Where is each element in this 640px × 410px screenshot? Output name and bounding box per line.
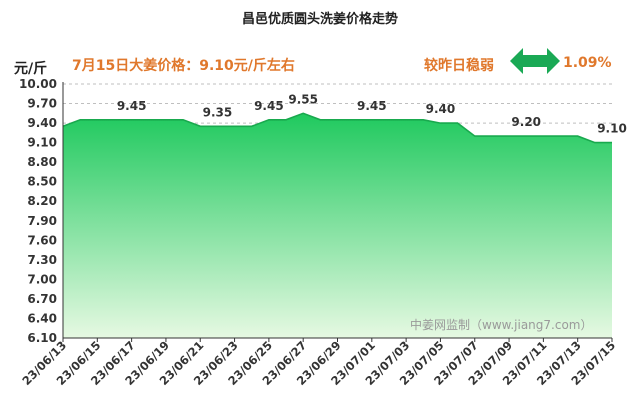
data-label: 9.35 [203,105,233,119]
data-label: 9.40 [426,102,456,116]
data-label: 9.55 [288,92,318,106]
y-tick-label: 8.20 [27,194,57,208]
chart-title: 昌邑优质圆头洗姜价格走势 [241,12,398,27]
change-label: 较昨日稳弱 [424,58,494,74]
data-label: 9.45 [357,99,387,113]
y-axis-unit-label: 元/斤 [14,61,48,77]
y-tick-label: 6.70 [27,292,57,306]
y-tick-label: 7.00 [27,272,57,286]
data-label: 9.45 [117,99,147,113]
y-tick-label: 9.40 [27,116,57,130]
y-tick-label: 6.40 [27,311,57,325]
double-arrow-icon [510,48,560,74]
y-tick-label: 10.00 [19,77,57,91]
y-tick-label: 8.50 [27,175,57,189]
y-tick-label: 9.10 [27,136,57,150]
y-tick-label: 7.60 [27,233,57,247]
y-tick-label: 8.80 [27,155,57,169]
change-value: 1.09% [563,55,612,71]
y-tick-label: 7.90 [27,214,57,228]
y-tick-label: 7.30 [27,253,57,267]
price-area [63,113,612,338]
data-label: 9.45 [254,99,284,113]
price-line [62,112,612,144]
price-headline: 7月15日大姜价格：9.10元/斤左右 [72,58,295,74]
watermark-text: 中姜网监制（www.jiang7.com） [410,317,592,332]
y-tick-label: 9.70 [27,97,57,111]
y-tick-label: 6.10 [27,331,57,345]
data-label: 9.20 [511,115,541,129]
data-label: 9.10 [597,122,627,136]
